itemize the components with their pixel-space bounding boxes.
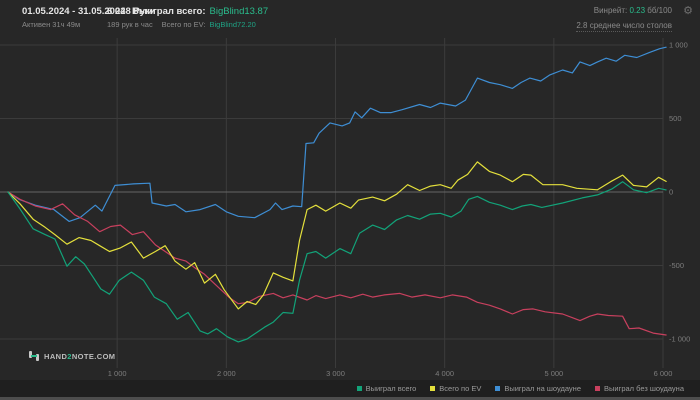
winrate-line: Винрейт: 0.23 бб/100 (576, 6, 672, 15)
hands-block: 6 028 Руки 189 рук в час (107, 6, 156, 29)
svg-text:-1 000: -1 000 (669, 335, 690, 344)
window-bottom-edge (0, 397, 700, 400)
svg-text:1 000: 1 000 (108, 369, 127, 378)
legend-swatch-showdown (495, 386, 501, 391)
hand2note-logo-text: HAND2NOTE.COM (44, 351, 116, 361)
legend-label: Выиграл на шоудауне (504, 384, 581, 393)
svg-text:3 000: 3 000 (326, 369, 345, 378)
legend-label: Выиграл всего (365, 384, 417, 393)
legend-item-showdown[interactable]: Выиграл на шоудауне (495, 384, 581, 393)
winrate-block: Винрейт: 0.23 бб/100 2.8 среднее число с… (576, 6, 672, 33)
svg-text:5 000: 5 000 (544, 369, 563, 378)
legend-label: Всего по EV (439, 384, 482, 393)
legend-swatch-won-total (356, 386, 362, 391)
date-range: 01.05.2024 - 31.05.2024 (22, 6, 126, 17)
svg-text:2 000: 2 000 (217, 369, 236, 378)
date-range-block: 01.05.2024 - 31.05.2024 Активен 31ч 49м (22, 6, 126, 29)
gear-icon[interactable]: ⚙ (683, 5, 693, 17)
svg-text:500: 500 (669, 114, 682, 123)
won-total-value: BigBlind13.87 (209, 6, 269, 17)
svg-text:0: 0 (669, 188, 673, 197)
hand2note-logo: HAND2NOTE.COM (28, 350, 115, 362)
hands-total: 6 028 Руки (107, 6, 156, 17)
hands-per-hour: 189 рук в час (107, 20, 153, 29)
hand2note-logo-icon (29, 351, 39, 361)
won-total-label: Выиграл всего: (132, 6, 206, 17)
legend-swatch-ev-total (430, 386, 436, 391)
legend-item-non-showdown[interactable]: Выиграл без шоудауна (595, 384, 684, 393)
winrate-unit: бб/100 (647, 6, 672, 15)
winrate-value: 0.23 (629, 6, 646, 15)
chart-legend: Выиграл всего Всего по EV Выиграл на шоу… (0, 380, 700, 397)
legend-label: Выиграл без шоудауна (604, 384, 684, 393)
ev-total-value: BigBlind72.20 (209, 20, 256, 29)
winrate-label: Винрейт: (593, 6, 628, 15)
ev-total-label: Всего по EV: (161, 20, 206, 29)
winnings-summary-block: Выиграл всего: BigBlind13.87 Всего по EV… (132, 6, 268, 29)
svg-text:-500: -500 (669, 261, 684, 270)
legend-item-ev-total[interactable]: Всего по EV (430, 384, 481, 393)
svg-text:1 000: 1 000 (669, 41, 688, 50)
svg-text:6 000: 6 000 (654, 369, 673, 378)
svg-text:4 000: 4 000 (435, 369, 454, 378)
legend-swatch-non-showdown (595, 386, 600, 391)
legend-item-won-total[interactable]: Выиграл всего (356, 384, 417, 393)
avg-tables[interactable]: 2.8 среднее число столов (576, 21, 672, 32)
active-time: Активен 31ч 49м (22, 20, 81, 29)
